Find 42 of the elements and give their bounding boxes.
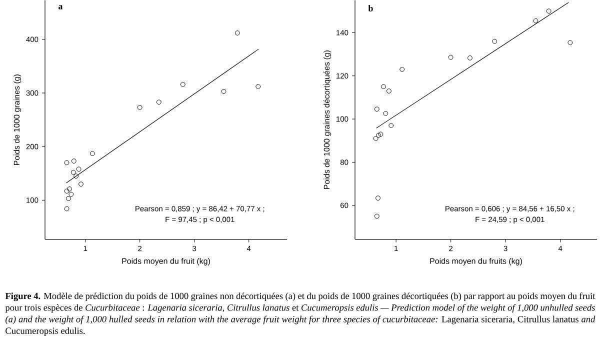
point (76, 166, 82, 172)
point (180, 82, 186, 87)
point (376, 195, 380, 200)
y-axis-title: Poids de 1000 graines (g) (14, 74, 22, 165)
point (64, 188, 70, 194)
point (533, 18, 538, 24)
point (378, 132, 384, 136)
chart-title: b (368, 4, 373, 12)
point (78, 182, 84, 186)
point (66, 196, 71, 201)
point (373, 136, 378, 141)
point (468, 55, 472, 60)
point (64, 206, 70, 212)
point (386, 88, 392, 94)
point (383, 110, 388, 116)
chart-title: a (58, 4, 63, 10)
point (90, 150, 95, 156)
point (71, 158, 76, 164)
text: Figure 4. Modèle de prédiction du poids de 1000 graines non décortiquées (a) et du poids de 1000 graines décortiquées (b) par rapport au poids moyen du fruit pour trois espèces de Cucurbitaceae : Lagenaria siceraria, Citrullus lanatus et Cucumeropsis edulis — Prediction model of the weight of 1,000 unhulled seeds (a) and the weight of 1,000 hulled seeds in relation with the average fruit weight for three species of cucurbitaceae: Lagenaria siceraria, Citrullus lanatus and Cucumeropsis edulis. (5, 292, 596, 336)
point (400, 66, 405, 72)
point (156, 100, 162, 104)
point (546, 8, 552, 14)
point (374, 106, 380, 112)
point (568, 40, 573, 45)
point (74, 173, 79, 178)
point (64, 160, 70, 165)
point (137, 104, 142, 110)
point (256, 84, 261, 89)
point (376, 132, 381, 138)
y-axis-title: Poids de 1000 graines décortiquées (g) (324, 50, 332, 189)
point (68, 192, 74, 197)
point (374, 214, 380, 219)
x-axis-title: Poids moyen du fruit (kg) (122, 258, 210, 266)
point (381, 84, 386, 89)
point (492, 38, 498, 44)
point (448, 54, 454, 60)
point (67, 186, 72, 192)
point (234, 30, 240, 36)
point (388, 122, 394, 128)
x-axis-title: Poids moyen du fruits (kg) (430, 258, 522, 266)
point (70, 170, 76, 175)
point (221, 88, 226, 94)
